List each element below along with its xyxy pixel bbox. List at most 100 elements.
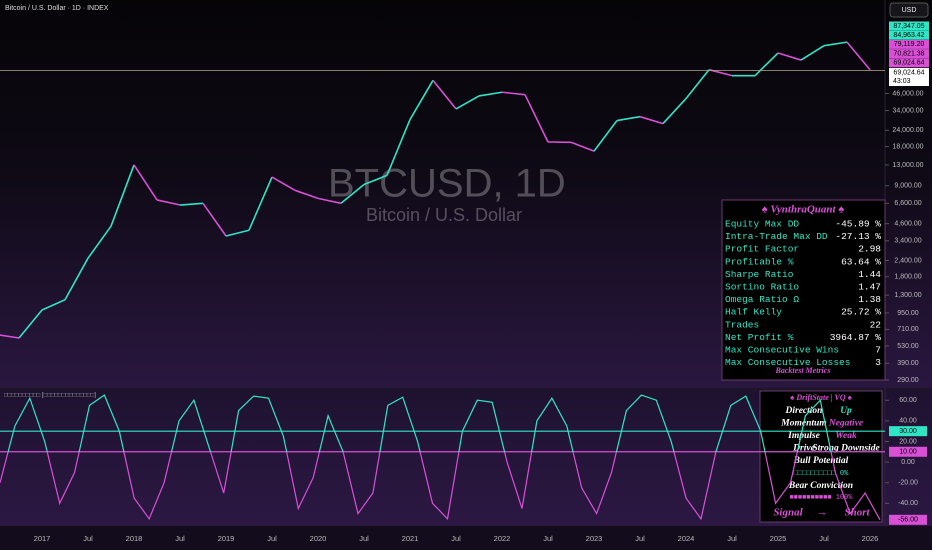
x-tick-label: 2018 (126, 534, 143, 543)
drift-name: Impulse (787, 431, 820, 441)
osc-tick-label: 60.00 (899, 397, 917, 404)
osc-level-label: 10.00 (899, 449, 917, 456)
y-tick-label: 9,000.00 (894, 183, 921, 190)
x-tick-label: 2026 (862, 534, 879, 543)
osc-tick-label: -20.00 (898, 480, 918, 487)
price-segment (800, 45, 825, 61)
x-tick-label: 2021 (402, 534, 419, 543)
x-tick-label: Jul (267, 534, 277, 543)
y-tick-label: 18,000.00 (892, 143, 923, 150)
metric-name: Profit Factor (725, 244, 799, 255)
price-tag (889, 58, 929, 68)
y-tick-label: 950.00 (897, 310, 919, 317)
drift-value: Strong Downside (812, 444, 880, 454)
price-segment (478, 91, 503, 97)
x-tick-label: 2020 (310, 534, 327, 543)
x-tick-label: 2024 (678, 534, 695, 543)
y-tick-label: 1,800.00 (894, 274, 921, 281)
metric-name: Sharpe Ratio (725, 269, 794, 280)
watermark-symbol: BTCUSD, 1D (328, 162, 566, 206)
price-tag-label: 84,963.42 (893, 32, 924, 39)
x-tick-label: 2019 (218, 534, 235, 543)
x-tick-label: 2017 (34, 534, 51, 543)
x-tick-label: Jul (451, 534, 461, 543)
price-tag (889, 39, 929, 49)
y-tick-label: 13,000.00 (892, 162, 923, 169)
osc-tick-label: 20.00 (899, 438, 917, 445)
y-tick-label: 390.00 (897, 360, 919, 367)
y-tick-label: 4,600.00 (894, 221, 921, 228)
drift-name: Drive (792, 444, 815, 454)
metrics-box (721, 199, 886, 381)
signal-value: Short (844, 507, 870, 519)
y-tick-label: 2,400.00 (894, 257, 921, 264)
metric-name: Half Kelly (725, 307, 782, 318)
price-tag-label: 87,347.05 (893, 23, 924, 30)
price-segment (432, 79, 457, 110)
oscillator-line (0, 394, 881, 521)
price-segment (455, 95, 480, 110)
price-segment (524, 94, 549, 143)
price-segment (409, 79, 434, 120)
price-segment (616, 115, 641, 122)
drift-title: ♠ DriftState | VQ ♠ (790, 393, 853, 402)
y-tick-label: 6,600.00 (894, 200, 921, 207)
metrics-footer: Backtest Metrics (775, 366, 831, 375)
metric-value: 22 (870, 319, 882, 330)
price-segment (0, 334, 20, 339)
metric-name: Max Consecutive Losses (725, 357, 850, 368)
price-segment (639, 115, 664, 125)
price-tag (889, 49, 929, 59)
y-tick-label: 46,000.00 (892, 90, 923, 97)
price-segment (593, 120, 618, 152)
price-tag (889, 30, 929, 40)
watermark-name: Bitcoin / U.S. Dollar (366, 205, 522, 225)
drift-value: Up (840, 406, 852, 416)
y-tick-label: 34,000.00 (892, 107, 923, 114)
bull-bar: □□□□□□□□□□ 0% (794, 470, 849, 478)
indicator-label: □□□□□□□□□□ [□□□□□□□□□□□□□□] (4, 393, 96, 399)
price-segment (271, 176, 296, 192)
bear-label: Bear Conviction (788, 481, 853, 491)
osc-level-tag (889, 446, 927, 457)
metric-name: Net Profit % (725, 332, 794, 343)
y-tick-label: 24,000.00 (892, 127, 923, 134)
metric-value: 25.72 % (841, 307, 881, 318)
metric-name: Profitable % (725, 256, 794, 267)
price-segment (386, 119, 411, 176)
metric-value: 7 (875, 345, 881, 356)
osc-last-label: -56.00 (898, 517, 918, 524)
x-tick-label: Jul (83, 534, 93, 543)
x-tick-label: Jul (359, 534, 369, 543)
y-tick-label: 1,300.00 (894, 292, 921, 299)
metric-value: -45.89 % (835, 219, 881, 230)
time-axis (0, 526, 932, 550)
osc-tick-label: 40.00 (899, 418, 917, 425)
x-tick-label: Jul (635, 534, 645, 543)
x-tick-label: Jul (819, 534, 829, 543)
osc-level-label: 30.00 (899, 428, 917, 435)
metrics-title: ♠ VynthraQuant ♠ (762, 204, 845, 216)
price-segment (340, 183, 365, 204)
x-tick-label: Jul (727, 534, 737, 543)
drift-value: Negative (828, 419, 864, 429)
countdown: 43:03 (893, 78, 911, 85)
metric-value: 3964.87 % (830, 332, 882, 343)
x-tick-label: Jul (543, 534, 553, 543)
drift-panel: ♠ DriftState | VQ ♠ Bull Potential □□□□□… (759, 390, 883, 523)
price-segment (777, 52, 802, 61)
y-tick-label: 3,400.00 (894, 238, 921, 245)
price-segment (87, 225, 112, 259)
metric-value: -27.13 % (835, 231, 881, 242)
price-segment (823, 41, 848, 47)
metric-value: 2.98 (858, 244, 881, 255)
signal-arrow: → (817, 507, 828, 519)
price-tag-label: 79,119.20 (894, 41, 925, 48)
price-tag-label: 70,821.38 (893, 50, 924, 57)
currency-button[interactable] (889, 2, 929, 18)
currency-label[interactable]: USD (902, 7, 917, 14)
y-tick-label: 530.00 (897, 343, 919, 350)
price-segment (156, 199, 181, 206)
symbol-title: Bitcoin / U.S. Dollar · 1D · INDEX (5, 5, 109, 12)
price-segment (662, 98, 687, 125)
